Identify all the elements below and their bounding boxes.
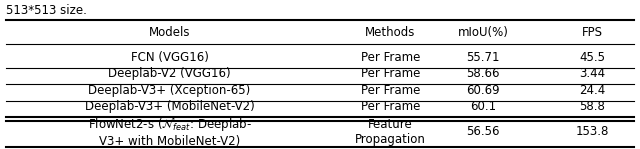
Text: 58.8: 58.8 [579, 100, 605, 113]
Text: Per Frame: Per Frame [361, 84, 420, 97]
Text: 45.5: 45.5 [579, 51, 605, 64]
Text: mIoU(%): mIoU(%) [458, 25, 509, 39]
Text: Models: Models [149, 25, 190, 39]
Text: Feature
Propagation: Feature Propagation [355, 118, 426, 146]
Text: 55.71: 55.71 [467, 51, 500, 64]
Text: 60.69: 60.69 [467, 84, 500, 97]
Text: 3.44: 3.44 [579, 67, 605, 80]
Text: FCN (VGG16): FCN (VGG16) [131, 51, 209, 64]
Text: 153.8: 153.8 [575, 125, 609, 138]
Text: Deeplab-V3+ (MobileNet-V2): Deeplab-V3+ (MobileNet-V2) [84, 100, 255, 113]
Text: Methods: Methods [365, 25, 415, 39]
Text: Deeplab-V2 (VGG16): Deeplab-V2 (VGG16) [108, 67, 231, 80]
Text: Per Frame: Per Frame [361, 67, 420, 80]
Text: Per Frame: Per Frame [361, 51, 420, 64]
Text: 58.66: 58.66 [467, 67, 500, 80]
Text: 60.1: 60.1 [470, 100, 496, 113]
Text: Per Frame: Per Frame [361, 100, 420, 113]
Text: 24.4: 24.4 [579, 84, 605, 97]
Text: 513*513 size.: 513*513 size. [6, 4, 87, 17]
Text: 56.56: 56.56 [467, 125, 500, 138]
Text: FPS: FPS [582, 25, 602, 39]
Text: Deeplab-V3+ (Xception-65): Deeplab-V3+ (Xception-65) [88, 84, 251, 97]
Text: FlowNet2-s ($\mathcal{N}_{feat}$: Deeplab-
V3+ with MobileNet-V2): FlowNet2-s ($\mathcal{N}_{feat}$: Deepla… [88, 116, 252, 148]
